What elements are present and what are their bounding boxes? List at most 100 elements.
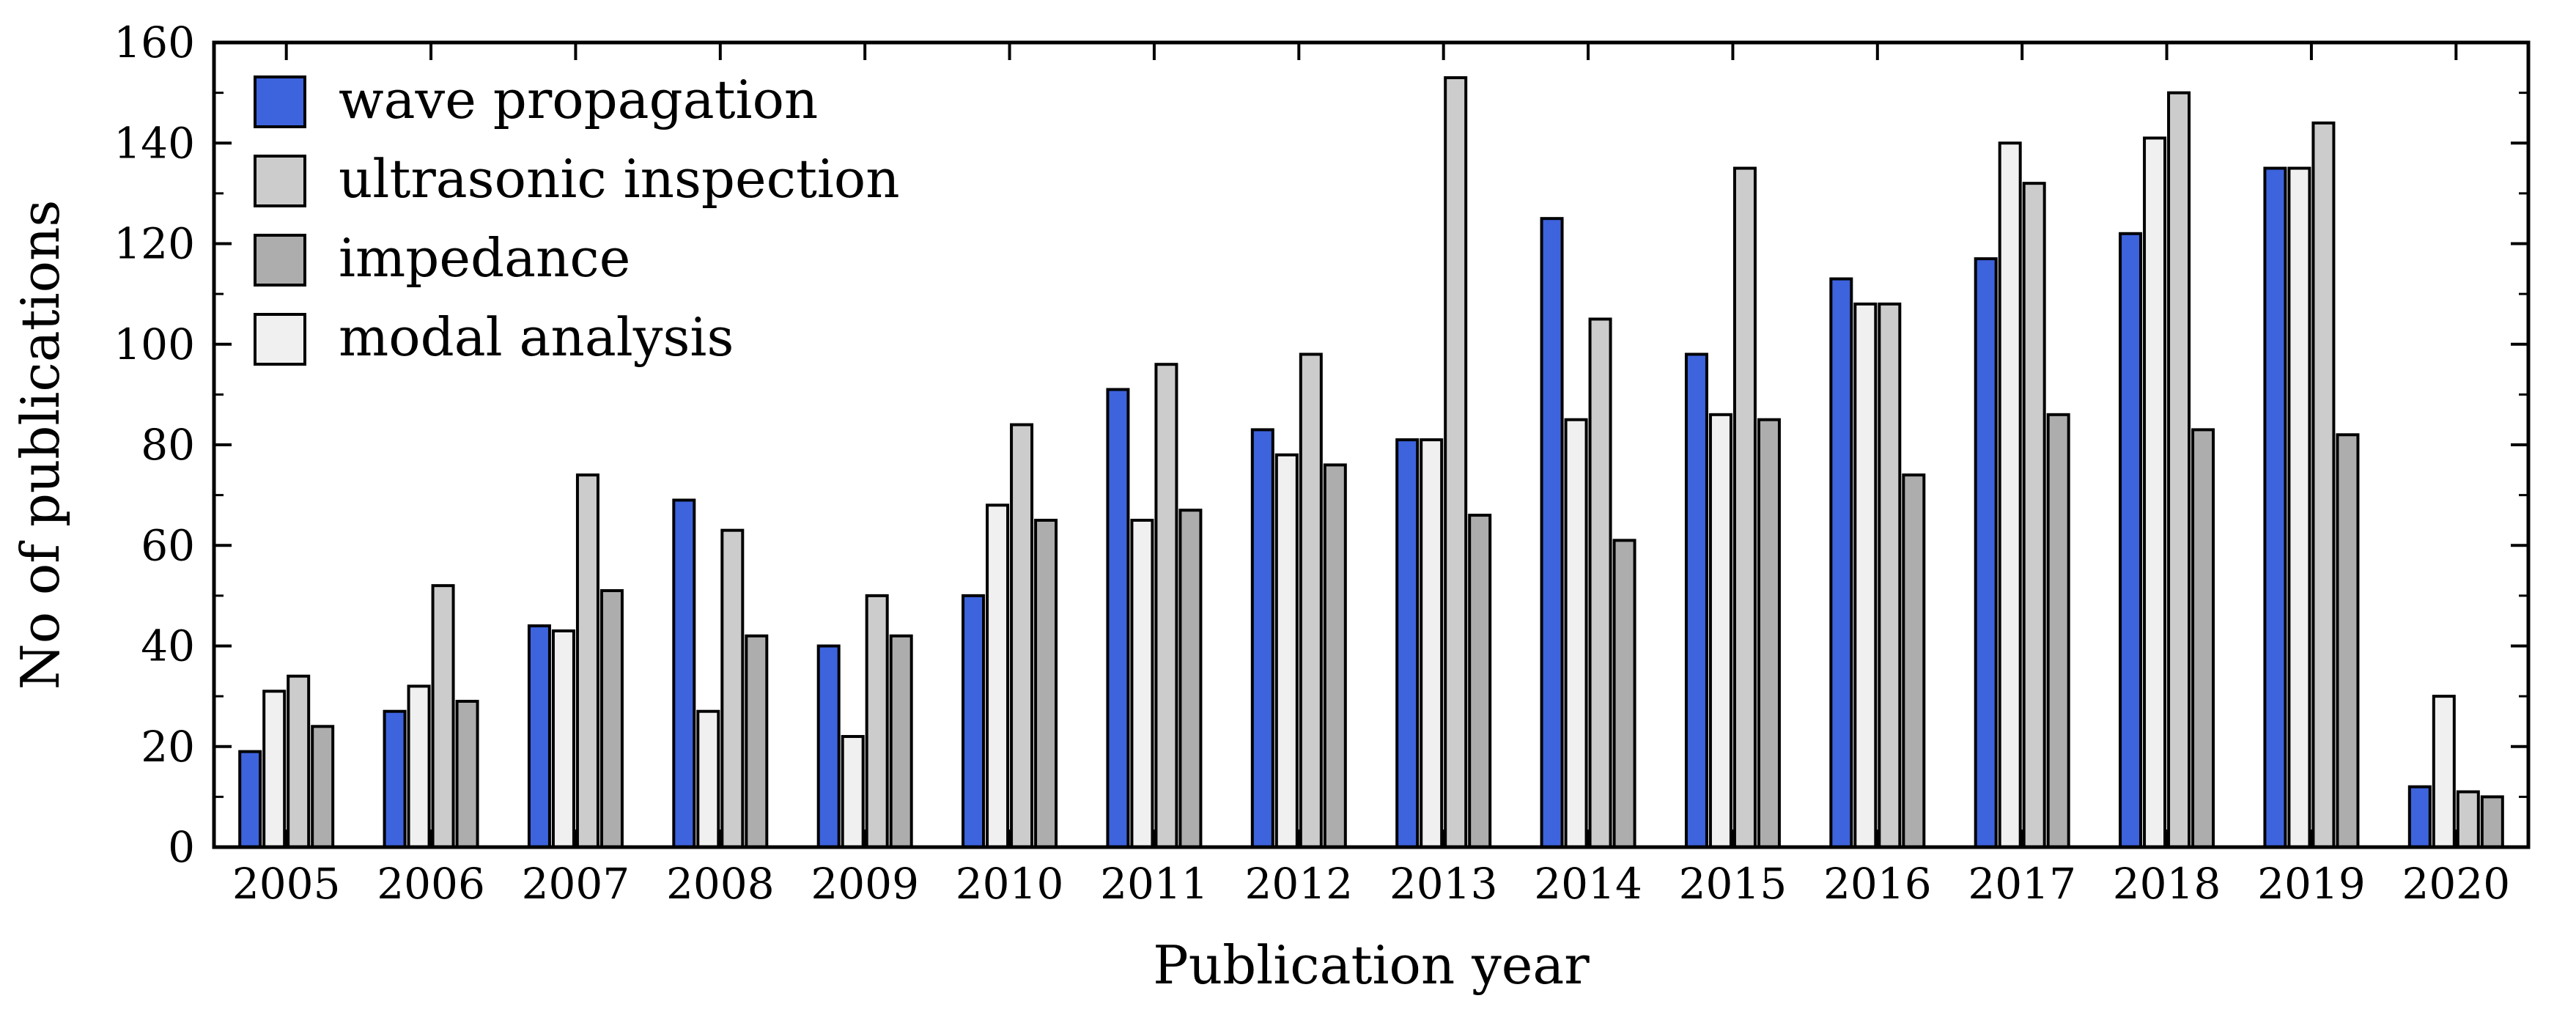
x-tick-label: 2020 (2402, 859, 2511, 909)
bar-ultrasonic-inspection-2017 (2022, 182, 2046, 849)
legend-label-impedance: impedance (339, 227, 630, 289)
bar-wave-propagation-2007 (527, 624, 551, 849)
y-tick-label: 0 (168, 822, 195, 872)
bar-modal-analysis-2008 (696, 709, 720, 849)
bar-modal-analysis-2006 (407, 684, 431, 849)
bar-wave-propagation-2009 (816, 644, 841, 849)
bar-ultrasonic-inspection-2009 (865, 594, 889, 849)
bar-wave-propagation-2020 (2407, 785, 2432, 849)
legend-label-ultrasonic-inspection: ultrasonic inspection (339, 148, 900, 210)
y-tick-label: 100 (114, 320, 195, 369)
bar-ultrasonic-inspection-2014 (1588, 317, 1612, 849)
bar-wave-propagation-2008 (672, 498, 696, 849)
x-tick-label: 2007 (522, 859, 630, 909)
bar-ultrasonic-inspection-2020 (2456, 790, 2480, 849)
bar-modal-analysis-2014 (1564, 418, 1588, 849)
bar-wave-propagation-2017 (1974, 257, 1998, 849)
ticks-layer: 2005 2006 2007 2008 2009 2010 2011 2012 2013 2014… (114, 18, 2528, 909)
bar-impedance-2008 (745, 634, 769, 849)
x-tick-label: 2019 (2257, 859, 2366, 909)
bar-modal-analysis-2013 (1420, 438, 1444, 849)
bar-ultrasonic-inspection-2015 (1732, 166, 1757, 849)
bar-modal-analysis-2017 (1998, 141, 2022, 849)
bar-impedance-2016 (1902, 473, 1926, 849)
x-tick-label: 2009 (811, 859, 919, 909)
bar-wave-propagation-2019 (2263, 166, 2287, 849)
legend-swatch-wave-propagation (254, 75, 306, 128)
bar-modal-analysis-2019 (2287, 166, 2311, 849)
bar-impedance-2006 (455, 699, 479, 849)
bar-modal-analysis-2012 (1274, 453, 1299, 849)
bar-wave-propagation-2015 (1684, 352, 1708, 849)
y-tick-label: 80 (141, 420, 195, 470)
x-tick-label: 2005 (232, 859, 341, 909)
bar-wave-propagation-2010 (962, 594, 986, 849)
bar-impedance-2010 (1034, 518, 1058, 849)
x-tick-label: 2016 (1823, 859, 1932, 909)
bar-ultrasonic-inspection-2007 (575, 473, 599, 849)
x-tick-label: 2008 (666, 859, 775, 909)
legend-label-wave-propagation: wave propagation (339, 69, 818, 130)
bar-ultrasonic-inspection-2011 (1154, 363, 1178, 849)
bar-ultrasonic-inspection-2016 (1878, 302, 1902, 849)
legend: wave propagation ultrasonic inspection imp… (254, 69, 900, 368)
y-axis-title: No of publications (10, 200, 71, 690)
bar-impedance-2018 (2191, 428, 2215, 849)
bar-modal-analysis-2016 (1853, 302, 1878, 849)
x-axis-title: Publication year (1153, 934, 1590, 996)
x-tick-label: 2012 (1245, 859, 1354, 909)
y-tick-label: 140 (114, 118, 195, 168)
bar-modal-analysis-2010 (986, 503, 1010, 849)
bar-modal-analysis-2011 (1130, 518, 1154, 849)
bar-impedance-2014 (1612, 539, 1636, 849)
bar-ultrasonic-inspection-2010 (1010, 423, 1034, 849)
bar-impedance-2007 (599, 589, 624, 849)
x-tick-label: 2013 (1390, 859, 1498, 909)
bar-wave-propagation-2018 (2119, 232, 2143, 849)
bar-ultrasonic-inspection-2019 (2311, 121, 2336, 849)
x-tick-label: 2018 (2113, 859, 2221, 909)
bar-impedance-2005 (311, 725, 335, 849)
bar-modal-analysis-2020 (2432, 695, 2456, 849)
bar-impedance-2020 (2480, 795, 2504, 849)
y-tick-label: 60 (141, 520, 195, 570)
legend-swatch-impedance (254, 234, 306, 287)
bar-modal-analysis-2007 (551, 629, 575, 849)
bar-wave-propagation-2005 (238, 750, 262, 849)
y-tick-label: 20 (141, 722, 195, 772)
bar-modal-analysis-2015 (1708, 413, 1732, 849)
bar-impedance-2019 (2336, 433, 2360, 849)
x-tick-label: 2006 (377, 859, 485, 909)
legend-label-modal-analysis: modal analysis (339, 306, 734, 368)
x-tick-label: 2014 (1534, 859, 1642, 909)
bar-modal-analysis-2009 (841, 735, 865, 849)
bar-ultrasonic-inspection-2008 (720, 528, 745, 849)
plot-frame (212, 40, 2531, 849)
legend-swatch-ultrasonic-inspection (254, 155, 306, 207)
bar-wave-propagation-2014 (1540, 217, 1564, 849)
y-tick-label: 160 (114, 18, 195, 67)
bar-wave-propagation-2011 (1106, 388, 1130, 849)
x-tick-label: 2015 (1679, 859, 1787, 909)
bar-wave-propagation-2006 (383, 709, 407, 849)
bar-modal-analysis-2018 (2143, 136, 2167, 849)
bar-wave-propagation-2012 (1250, 428, 1274, 849)
bar-wave-propagation-2013 (1395, 438, 1420, 849)
x-tick-label: 2017 (1968, 859, 2076, 909)
bar-ultrasonic-inspection-2012 (1299, 352, 1323, 849)
bar-impedance-2012 (1323, 463, 1347, 849)
y-tick-label: 120 (114, 219, 195, 269)
x-tick-label: 2010 (956, 859, 1064, 909)
bar-impedance-2011 (1178, 509, 1203, 849)
bar-wave-propagation-2016 (1829, 277, 1853, 849)
bar-ultrasonic-inspection-2006 (431, 584, 455, 849)
bar-ultrasonic-inspection-2013 (1444, 76, 1468, 849)
legend-swatch-modal-analysis (254, 313, 306, 366)
bar-impedance-2013 (1468, 514, 1492, 849)
bar-impedance-2009 (889, 634, 913, 849)
x-tick-label: 2011 (1100, 859, 1208, 909)
bar-impedance-2017 (2046, 413, 2070, 849)
bars-layer (238, 76, 2504, 849)
bar-ultrasonic-inspection-2005 (287, 674, 311, 849)
